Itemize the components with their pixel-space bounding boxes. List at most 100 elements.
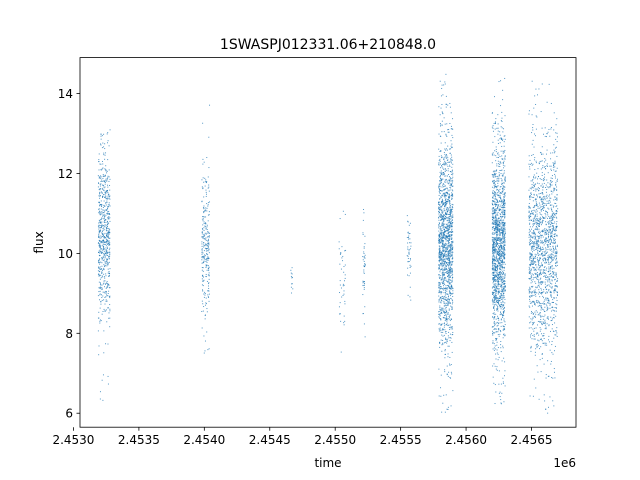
data-point bbox=[547, 302, 549, 304]
data-point bbox=[451, 237, 453, 239]
data-point bbox=[534, 338, 536, 340]
data-point bbox=[494, 278, 496, 280]
data-point bbox=[494, 279, 496, 281]
data-point bbox=[204, 226, 206, 228]
data-point bbox=[498, 370, 500, 372]
data-point bbox=[101, 241, 103, 243]
data-point bbox=[538, 289, 540, 291]
data-point bbox=[493, 223, 495, 225]
data-point bbox=[440, 254, 442, 256]
data-point bbox=[98, 177, 100, 179]
data-point bbox=[533, 378, 535, 380]
data-point bbox=[98, 274, 100, 276]
data-point bbox=[449, 282, 451, 284]
data-point bbox=[501, 293, 503, 295]
data-point bbox=[531, 295, 533, 297]
data-point bbox=[440, 125, 442, 127]
data-point bbox=[338, 248, 340, 250]
data-point bbox=[503, 251, 505, 253]
data-point bbox=[541, 249, 543, 250]
data-point bbox=[204, 254, 206, 256]
data-point bbox=[546, 133, 548, 135]
data-point bbox=[503, 290, 505, 292]
data-point bbox=[443, 193, 445, 195]
data-point bbox=[540, 312, 542, 314]
data-point bbox=[442, 236, 444, 238]
data-point bbox=[445, 338, 447, 340]
data-point bbox=[444, 263, 446, 265]
data-point bbox=[492, 246, 494, 248]
data-point bbox=[500, 240, 502, 242]
data-point bbox=[450, 225, 452, 227]
data-point bbox=[532, 316, 534, 318]
data-point bbox=[449, 295, 451, 297]
data-point bbox=[450, 140, 452, 142]
data-point bbox=[106, 234, 108, 236]
data-point bbox=[451, 238, 453, 240]
data-point bbox=[532, 267, 534, 269]
data-point bbox=[502, 312, 504, 314]
data-point bbox=[497, 242, 499, 244]
data-point bbox=[542, 242, 544, 244]
data-point bbox=[533, 209, 535, 211]
data-point bbox=[495, 213, 497, 215]
data-point bbox=[493, 247, 495, 249]
data-point bbox=[408, 260, 410, 262]
data-point bbox=[108, 228, 110, 230]
data-point bbox=[544, 328, 546, 330]
data-point bbox=[206, 182, 208, 184]
data-point bbox=[446, 229, 448, 231]
data-point bbox=[492, 278, 494, 280]
data-point bbox=[438, 252, 440, 254]
data-point bbox=[500, 259, 502, 261]
data-point bbox=[447, 213, 449, 215]
data-point bbox=[445, 253, 447, 255]
data-point bbox=[534, 311, 536, 313]
data-point bbox=[504, 77, 506, 79]
data-point bbox=[493, 249, 495, 251]
data-point bbox=[451, 281, 453, 282]
data-point bbox=[504, 157, 506, 159]
data-point bbox=[207, 285, 209, 287]
data-point bbox=[492, 268, 494, 270]
data-point bbox=[498, 210, 500, 212]
data-point bbox=[551, 307, 553, 309]
data-point bbox=[444, 231, 446, 233]
data-point bbox=[103, 264, 105, 266]
data-point bbox=[441, 234, 443, 236]
data-point bbox=[100, 251, 102, 253]
data-point bbox=[452, 230, 454, 232]
data-point bbox=[444, 245, 446, 246]
data-point bbox=[203, 352, 205, 354]
data-point bbox=[539, 250, 541, 252]
data-point bbox=[339, 284, 341, 286]
data-point bbox=[107, 159, 109, 161]
data-point bbox=[344, 300, 346, 302]
data-point bbox=[499, 223, 501, 225]
data-point bbox=[448, 309, 450, 311]
data-point bbox=[497, 133, 499, 135]
data-point bbox=[447, 145, 449, 147]
data-point bbox=[444, 237, 446, 239]
data-point bbox=[497, 258, 499, 260]
data-point bbox=[495, 220, 497, 222]
data-point bbox=[494, 223, 496, 225]
data-point bbox=[407, 232, 409, 234]
data-point bbox=[438, 299, 440, 301]
data-point bbox=[205, 195, 207, 197]
data-point bbox=[443, 295, 445, 297]
data-point bbox=[492, 127, 494, 129]
data-point bbox=[106, 202, 108, 204]
data-point bbox=[450, 125, 452, 127]
data-point bbox=[529, 288, 531, 290]
data-point bbox=[410, 299, 412, 301]
data-point bbox=[548, 128, 550, 130]
data-point bbox=[440, 170, 442, 172]
data-point bbox=[450, 195, 452, 197]
data-point bbox=[102, 311, 104, 312]
data-point bbox=[103, 187, 105, 189]
data-point bbox=[449, 180, 451, 182]
data-point bbox=[502, 313, 504, 315]
data-point bbox=[203, 258, 205, 260]
data-point bbox=[206, 269, 208, 271]
